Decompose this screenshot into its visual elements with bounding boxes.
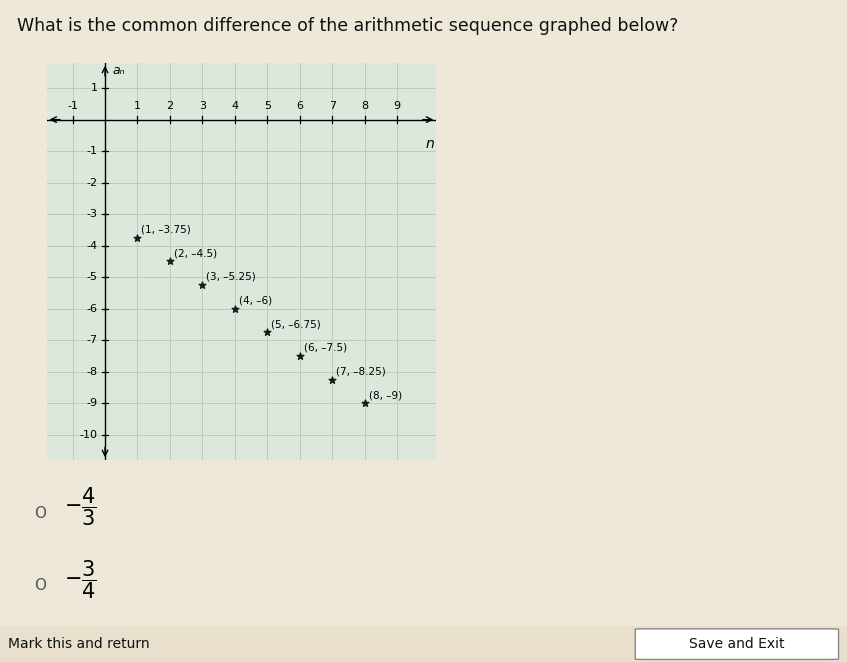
- Point: [228, 303, 241, 314]
- Text: -6: -6: [87, 304, 98, 314]
- Point: [196, 280, 209, 291]
- Text: -5: -5: [87, 272, 98, 282]
- Text: -1: -1: [87, 146, 98, 156]
- Text: 1: 1: [91, 83, 98, 93]
- FancyBboxPatch shape: [635, 629, 839, 659]
- Text: (8, –9): (8, –9): [368, 390, 401, 401]
- Point: [130, 232, 144, 243]
- Text: aₙ: aₙ: [112, 64, 125, 77]
- Text: Mark this and return: Mark this and return: [8, 637, 150, 651]
- Text: -2: -2: [86, 177, 98, 188]
- Text: (6, –7.5): (6, –7.5): [304, 343, 347, 353]
- Text: $-\dfrac{3}{4}$: $-\dfrac{3}{4}$: [64, 558, 97, 600]
- Point: [325, 375, 339, 385]
- Point: [163, 256, 177, 267]
- Text: -1: -1: [67, 101, 78, 111]
- Text: $-\dfrac{4}{3}$: $-\dfrac{4}{3}$: [64, 485, 97, 528]
- Text: 9: 9: [394, 101, 401, 111]
- Text: 3: 3: [199, 101, 206, 111]
- Text: -10: -10: [80, 430, 98, 440]
- Text: -9: -9: [86, 399, 98, 408]
- Text: (1, –3.75): (1, –3.75): [141, 224, 191, 235]
- Text: 8: 8: [361, 101, 368, 111]
- Text: 4: 4: [231, 101, 239, 111]
- Text: -3: -3: [87, 209, 98, 219]
- Point: [261, 327, 274, 338]
- Text: 1: 1: [134, 101, 141, 111]
- Point: [293, 351, 307, 361]
- Point: [358, 398, 372, 408]
- Text: What is the common difference of the arithmetic sequence graphed below?: What is the common difference of the ari…: [17, 17, 678, 34]
- Text: -8: -8: [86, 367, 98, 377]
- Text: (5, –6.75): (5, –6.75): [271, 319, 321, 329]
- Text: 2: 2: [166, 101, 174, 111]
- Text: -7: -7: [86, 335, 98, 346]
- Text: n: n: [426, 137, 435, 151]
- Text: (4, –6): (4, –6): [239, 296, 272, 306]
- Text: 6: 6: [296, 101, 303, 111]
- Text: O: O: [34, 506, 46, 520]
- Text: Save and Exit: Save and Exit: [689, 637, 784, 651]
- Text: -4: -4: [86, 241, 98, 251]
- Text: O: O: [34, 579, 46, 593]
- Text: 7: 7: [329, 101, 336, 111]
- Text: (7, –8.25): (7, –8.25): [336, 367, 386, 377]
- Text: (2, –4.5): (2, –4.5): [174, 248, 217, 258]
- Text: (3, –5.25): (3, –5.25): [207, 272, 256, 282]
- Text: 5: 5: [264, 101, 271, 111]
